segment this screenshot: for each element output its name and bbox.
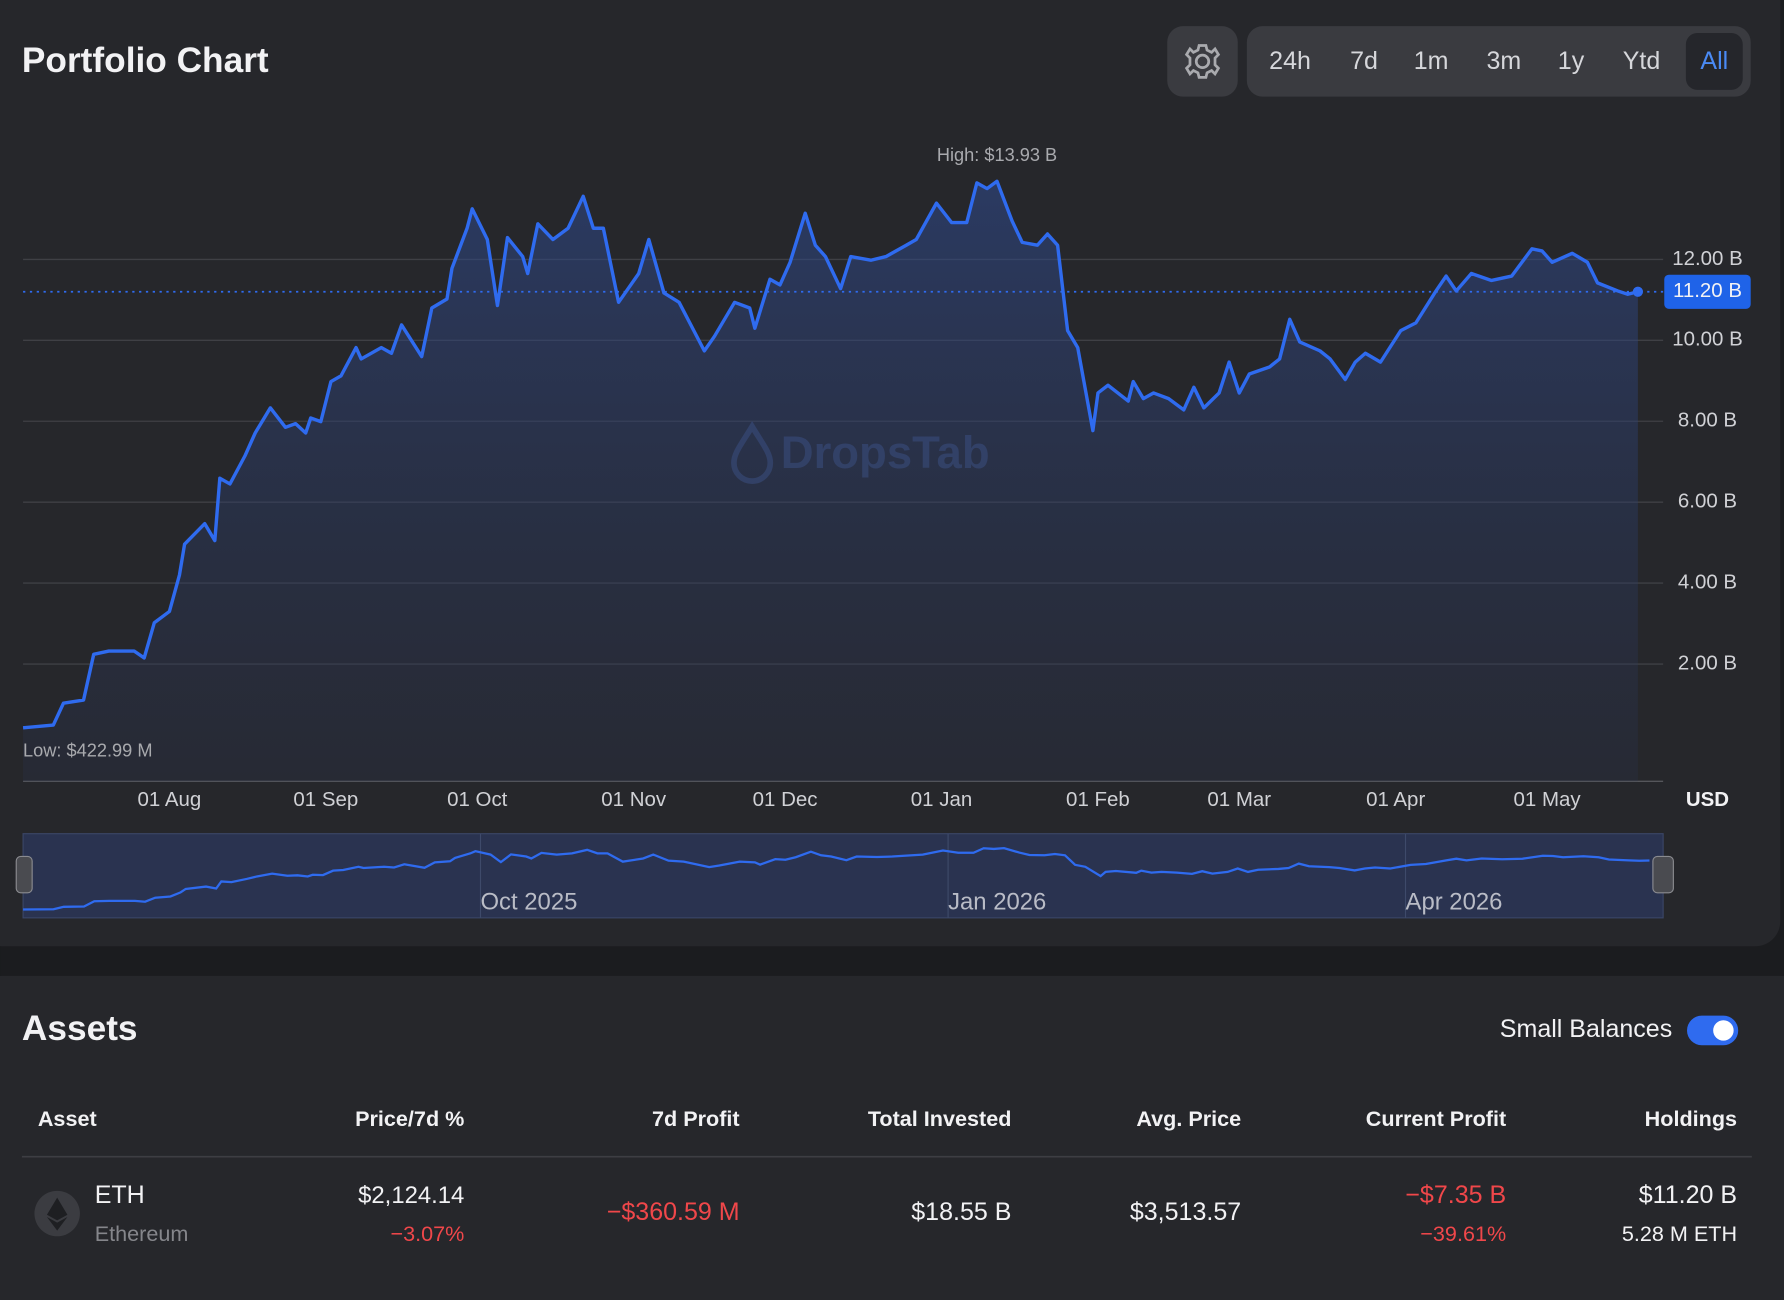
settings-icon (1184, 44, 1221, 79)
value-label-bg (1664, 274, 1751, 309)
annotation: High: $13.93 B (937, 145, 1057, 165)
x-tick-label: 01 Aug (138, 788, 202, 811)
price: $2,124.14 (358, 1182, 464, 1209)
assets-title: Assets (22, 1009, 138, 1048)
x-tick-label: 01 Apr (1366, 788, 1425, 811)
toggle-knob (1713, 1020, 1734, 1041)
avg-price: $3,513.57 (1130, 1198, 1241, 1226)
y-tick-label: 2.00 B (1678, 651, 1737, 674)
area (23, 181, 1638, 782)
range-active-bg (1685, 32, 1743, 90)
line (22, 179, 1639, 730)
column-header: 7d Profit (652, 1106, 740, 1131)
annotation: Low: $422.99 M (23, 741, 152, 761)
range-button[interactable]: 1y (1558, 47, 1585, 75)
current-profit: −$7.35 B (1405, 1181, 1506, 1209)
column-header: Price/7d % (355, 1106, 464, 1131)
column-header: Avg. Price (1136, 1106, 1241, 1131)
range-button[interactable]: 3m (1487, 47, 1522, 75)
current-profit-pct: −39.61% (1420, 1221, 1506, 1246)
total-invested: $18.55 B (911, 1198, 1011, 1226)
name: Ethereum (95, 1221, 189, 1246)
navigator-line (23, 846, 1650, 911)
x-tick-label: 01 Mar (1207, 788, 1271, 811)
x-tick-label: 01 Feb (1066, 788, 1130, 811)
range-button[interactable]: All (1700, 47, 1728, 75)
profit-7d: −$360.59 M (607, 1198, 740, 1226)
x-tick-label: 01 Dec (753, 788, 818, 811)
x-tick-label: 01 Jan (911, 788, 972, 811)
x-tick-label: 01 Oct (447, 788, 508, 811)
symbol: ETH (95, 1181, 145, 1209)
column-header: Total Invested (868, 1106, 1012, 1131)
y-tick-label: 4.00 B (1678, 571, 1737, 594)
y-tick-label: 8.00 B (1678, 409, 1737, 432)
x-tick-label: 01 Sep (293, 788, 358, 811)
settings-button[interactable] (1167, 26, 1238, 97)
y-tick-label: 6.00 B (1678, 490, 1737, 513)
navigator-handle[interactable] (15, 855, 33, 894)
x-tick-label: 01 May (1513, 788, 1581, 811)
navigator-tick-label: Oct 2025 (480, 888, 577, 915)
small-balances-label: Small Balances (1500, 1015, 1672, 1043)
last-point (1632, 286, 1644, 297)
navigator-tick-label: Jan 2026 (948, 888, 1046, 915)
range-button[interactable]: Ytd (1623, 47, 1661, 75)
column-header: Holdings (1645, 1106, 1737, 1131)
column-header: Asset (38, 1106, 97, 1131)
y-tick-label: 10.00 B (1672, 328, 1743, 351)
asset-icon-glyph (46, 1197, 68, 1231)
currency-label: USD (1686, 788, 1729, 811)
chart-title: Portfolio Chart (22, 41, 269, 80)
y-tick-label: 12.00 B (1672, 247, 1743, 270)
change-7d: −3.07% (391, 1221, 465, 1246)
value-label: 11.20 B (1673, 279, 1742, 302)
range-button[interactable]: 7d (1350, 47, 1378, 75)
navigator-tick-label: Apr 2026 (1406, 888, 1503, 915)
navigator-handle[interactable] (1652, 855, 1674, 894)
range-group (1246, 26, 1751, 97)
assets-panel (0, 975, 1784, 1300)
range-button[interactable]: 1m (1414, 47, 1449, 75)
holdings: $11.20 B (1639, 1181, 1737, 1209)
x-tick-label: 01 Nov (601, 788, 667, 811)
range-button[interactable]: 24h (1269, 47, 1311, 75)
column-header: Current Profit (1366, 1106, 1506, 1131)
holdings-amount: 5.28 M ETH (1622, 1221, 1737, 1246)
